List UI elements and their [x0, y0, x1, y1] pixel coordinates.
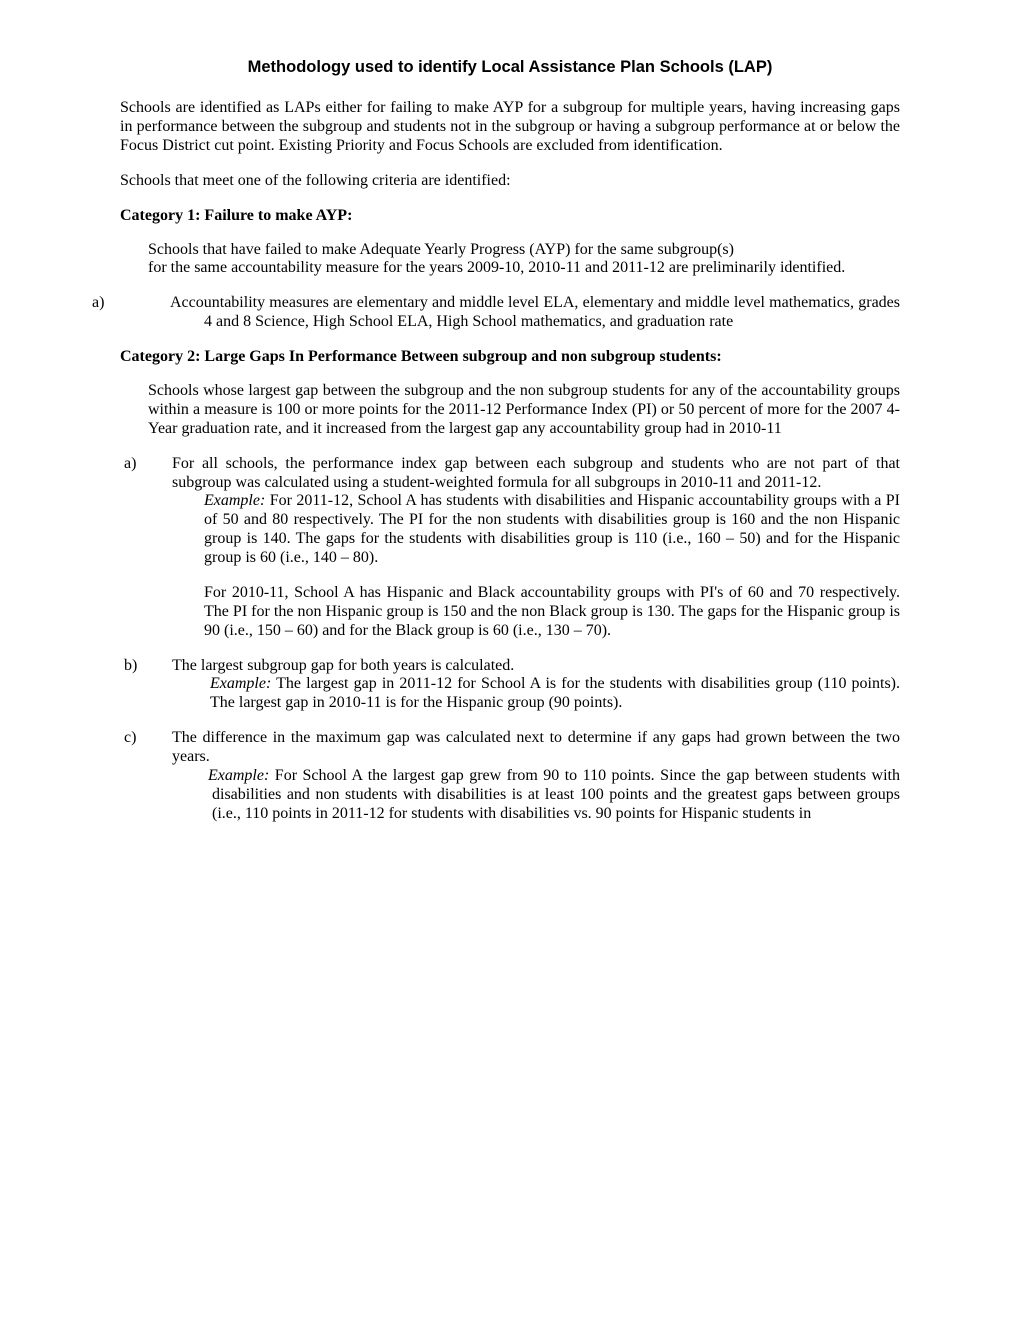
cat2-c-text: The difference in the maximum gap was ca… [172, 729, 900, 765]
cat2-b-marker: b) [148, 657, 172, 676]
cat2-c-example: Example: For School A the largest gap gr… [120, 767, 900, 824]
cat2-c-ex-text: For School A the largest gap grew from 9… [212, 767, 900, 822]
cat2-a-ex1-text: For 2011-12, School A has students with … [204, 492, 900, 566]
cat1-a-text: Accountability measures are elementary a… [170, 294, 900, 330]
cat1-item-a: a)Accountability measures are elementary… [120, 294, 900, 332]
cat1-p1a: Schools that have failed to make Adequat… [120, 241, 900, 260]
cat2-item-c: c)The difference in the maximum gap was … [120, 729, 900, 767]
cat2-item-a: a)For all schools, the performance index… [120, 455, 900, 493]
cat2-a-example1: Example: For 2011-12, School A has stude… [120, 492, 900, 568]
cat2-b-text: The largest subgroup gap for both years … [172, 657, 514, 674]
example-label: Example: [204, 492, 265, 509]
intro2-paragraph: Schools that meet one of the following c… [120, 172, 900, 191]
cat2-a-example2: For 2010-11, School A has Hispanic and B… [120, 584, 900, 641]
cat2-b-example: Example: The largest gap in 2011-12 for … [120, 675, 900, 713]
cat2-c-marker: c) [148, 729, 172, 748]
cat2-a-text: For all schools, the performance index g… [172, 455, 900, 491]
intro-paragraph: Schools are identified as LAPs either fo… [120, 99, 900, 156]
document-page: Methodology used to identify Local Assis… [0, 0, 1020, 1320]
example-label: Example: [208, 767, 269, 784]
cat2-p1: Schools whose largest gap between the su… [120, 382, 900, 439]
example-label: Example: [210, 675, 271, 692]
page-title: Methodology used to identify Local Assis… [120, 58, 900, 77]
cat1-a-marker: a) [148, 294, 170, 313]
category1-heading: Category 1: Failure to make AYP: [120, 207, 900, 225]
cat2-b-ex-text: The largest gap in 2011-12 for School A … [210, 675, 900, 711]
cat2-a-marker: a) [148, 455, 172, 474]
category2-heading: Category 2: Large Gaps In Performance Be… [120, 348, 900, 366]
cat1-p1b: for the same accountability measure for … [120, 259, 900, 278]
cat2-item-b: b)The largest subgroup gap for both year… [120, 657, 900, 676]
